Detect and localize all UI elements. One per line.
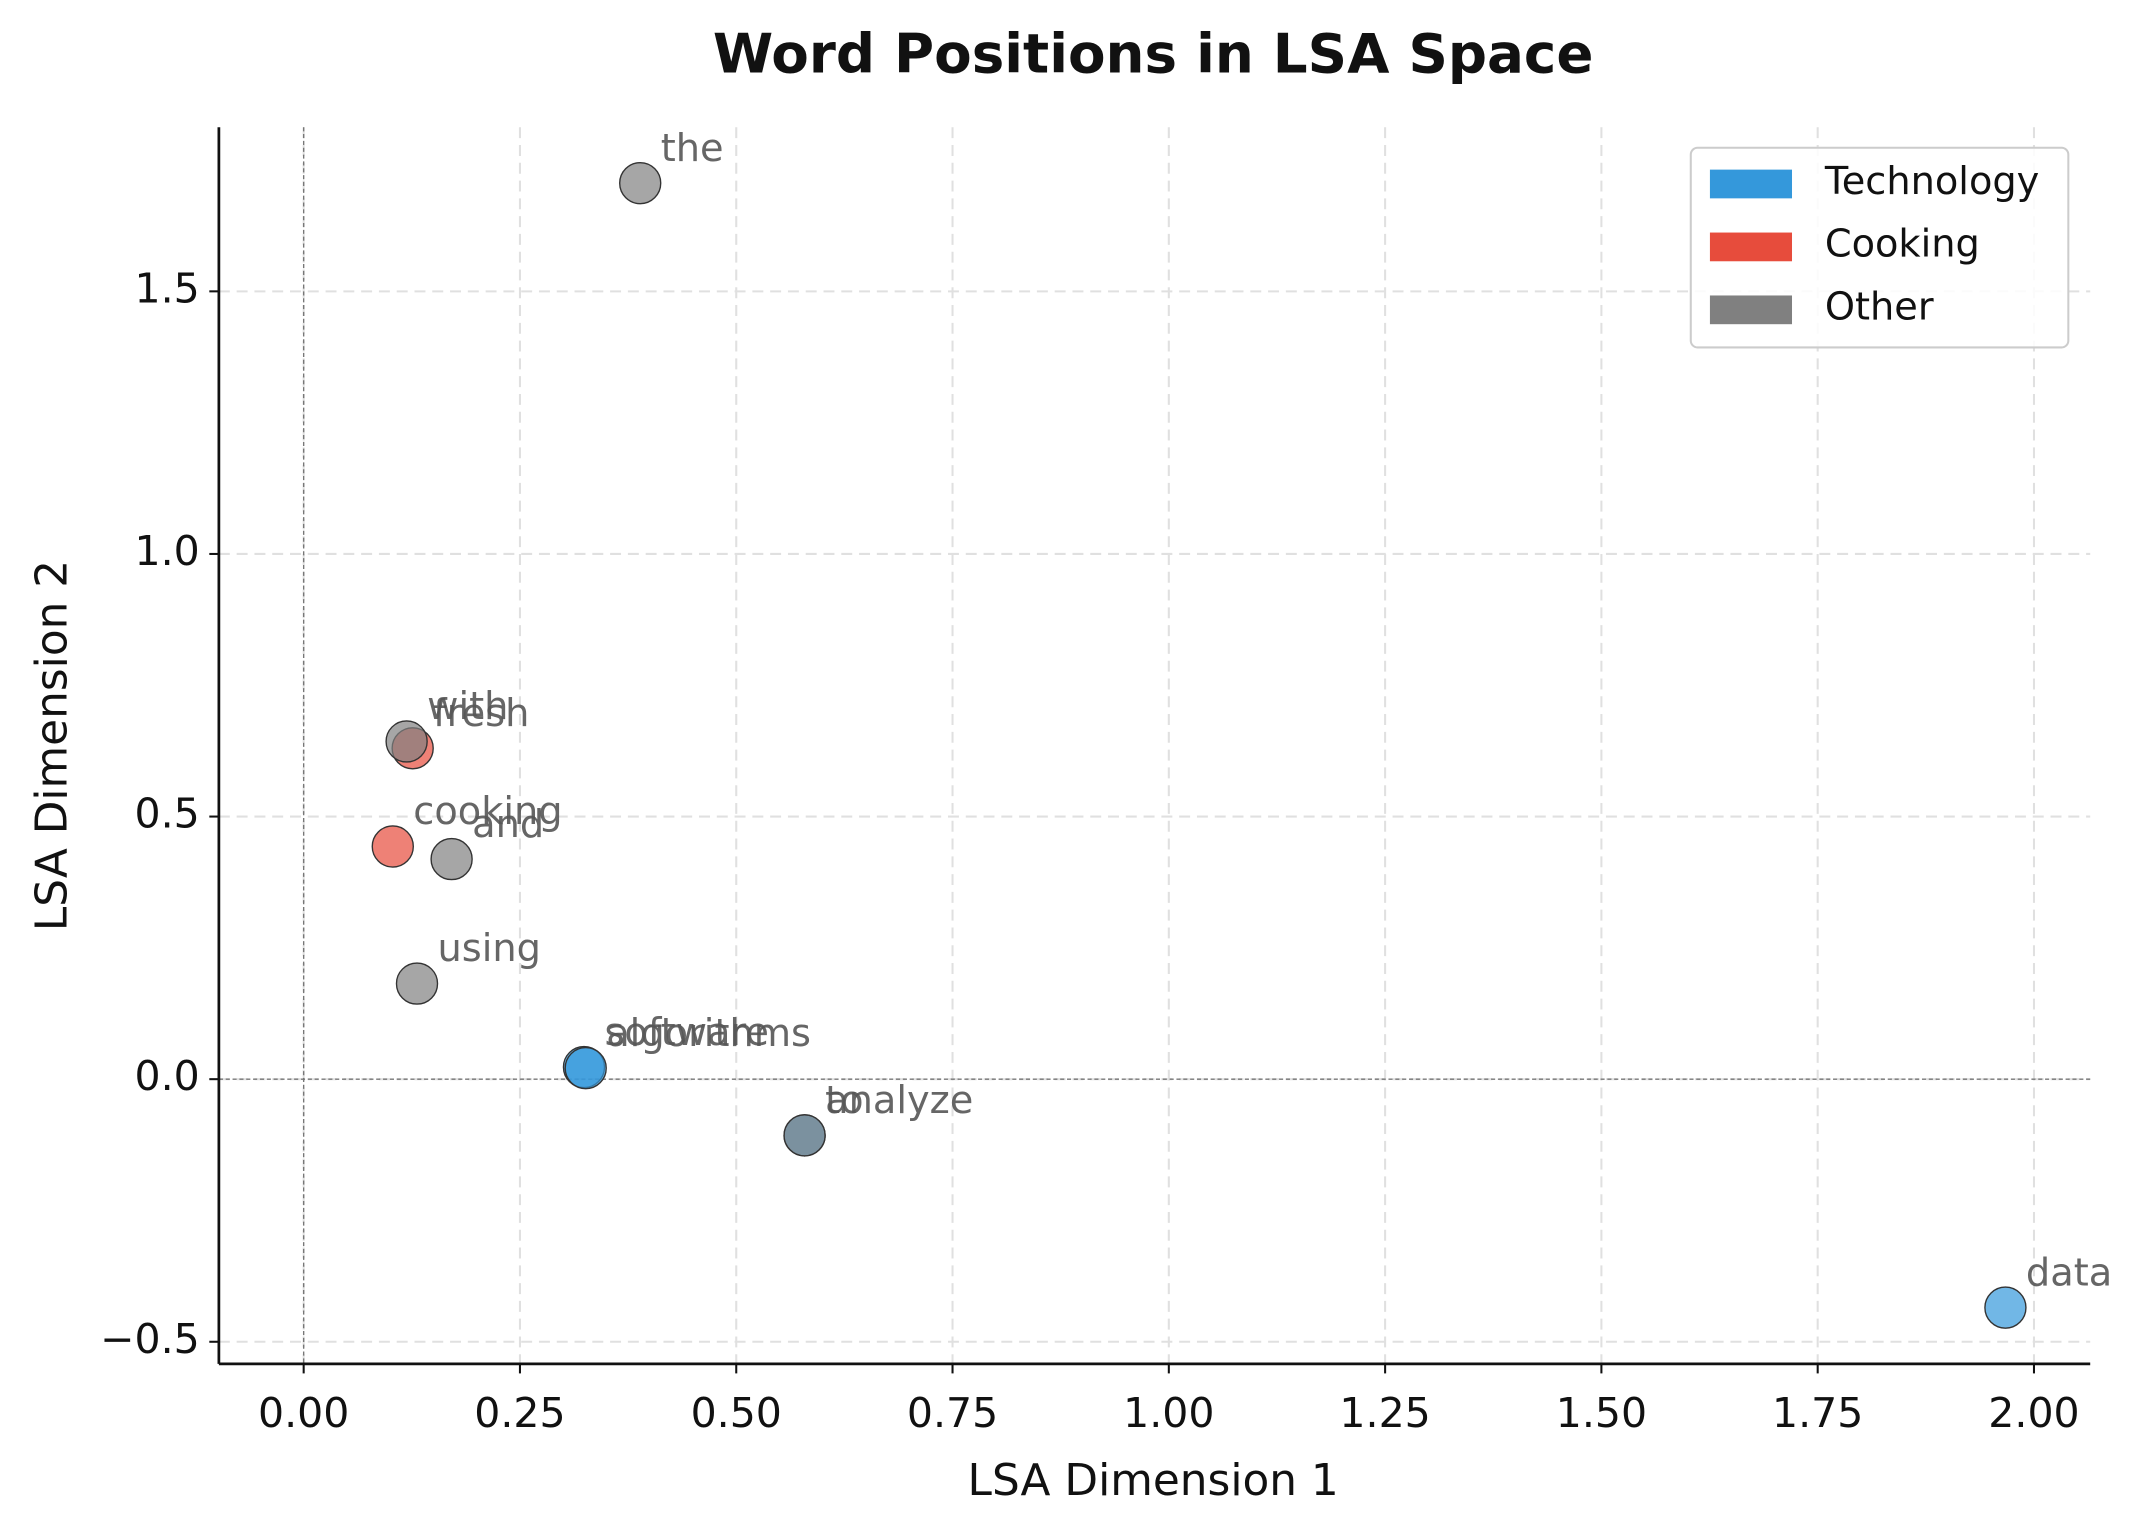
legend-swatch (1709, 232, 1793, 262)
y-tick-label: 0.0 (134, 1052, 199, 1100)
chart-title: Word Positions in LSA Space (713, 22, 1594, 86)
x-tick-label: 2.00 (1988, 1389, 2079, 1437)
y-tick-label: 1.5 (134, 264, 199, 312)
point (1984, 1286, 2027, 1329)
x-tick-label: 1.75 (1772, 1389, 1863, 1437)
point (395, 962, 439, 1005)
legend-label: Technology (1824, 159, 2040, 204)
x-tick-label: 1.50 (1556, 1389, 1647, 1437)
x-tick-label: 0.25 (474, 1389, 565, 1437)
point-label: to (825, 1078, 863, 1123)
legend-label: Cooking (1825, 222, 1980, 267)
point (783, 1114, 826, 1157)
point-label: cooking (413, 789, 562, 834)
point-label: with (427, 684, 508, 729)
point-label: software (604, 1010, 768, 1055)
x-axis-label: LSA Dimension 1 (968, 1455, 1339, 1506)
point-label: the (661, 126, 724, 171)
point (619, 161, 662, 205)
point-label: using (438, 926, 541, 971)
point (385, 720, 428, 763)
y-tick-label: 0.5 (134, 790, 199, 838)
point-label: data (2026, 1250, 2112, 1295)
legend-swatch (1709, 169, 1793, 199)
point (564, 1046, 607, 1090)
y-tick-label: −0.5 (100, 1315, 200, 1363)
x-tick-label: 1.00 (1123, 1389, 1214, 1437)
legend-label: Other (1825, 285, 1934, 330)
x-tick-label: 0.00 (258, 1389, 349, 1437)
y-tick-label: 1.0 (134, 527, 199, 575)
point-label: algorithms (606, 1011, 811, 1056)
y-axis-label: LSA Dimension 2 (27, 560, 78, 931)
x-tick-label: 0.50 (691, 1389, 782, 1437)
point-label: and (472, 802, 544, 847)
point-label: fresh (433, 691, 529, 736)
legend-swatch (1709, 295, 1793, 325)
point (371, 825, 414, 868)
x-tick-label: 0.75 (907, 1389, 998, 1437)
point (430, 837, 473, 881)
x-tick-label: 1.25 (1339, 1389, 1430, 1437)
point-label: analyze (825, 1078, 973, 1123)
